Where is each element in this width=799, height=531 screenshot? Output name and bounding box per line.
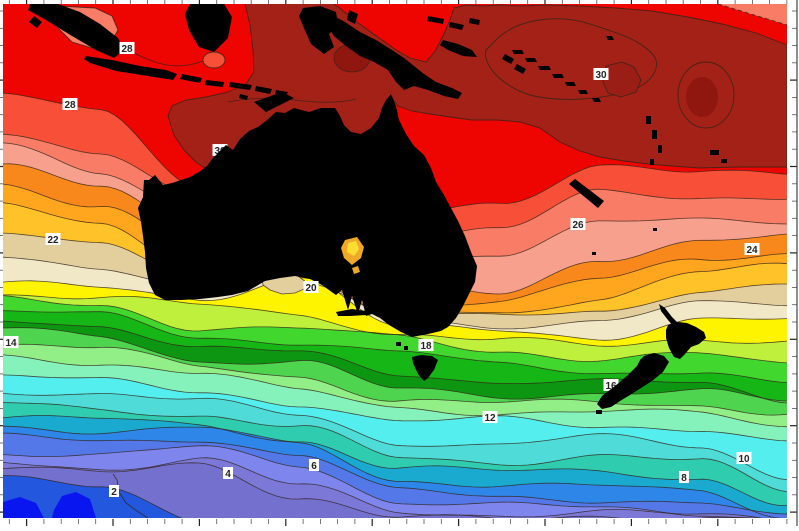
- svg-text:24: 24: [746, 245, 758, 256]
- svg-text:22: 22: [47, 235, 59, 246]
- svg-text:30: 30: [595, 70, 607, 81]
- svg-text:12: 12: [484, 413, 496, 424]
- svg-text:20: 20: [305, 283, 317, 294]
- svg-text:6: 6: [311, 461, 317, 472]
- svg-text:18: 18: [420, 341, 432, 352]
- svg-text:16: 16: [605, 381, 617, 392]
- svg-text:26: 26: [572, 220, 584, 231]
- svg-text:10: 10: [738, 454, 750, 465]
- svg-text:2: 2: [111, 487, 117, 498]
- svg-text:8: 8: [681, 473, 687, 484]
- svg-text:28: 28: [121, 44, 133, 55]
- svg-text:4: 4: [225, 469, 231, 480]
- svg-text:28: 28: [64, 100, 76, 111]
- svg-text:14: 14: [5, 338, 17, 349]
